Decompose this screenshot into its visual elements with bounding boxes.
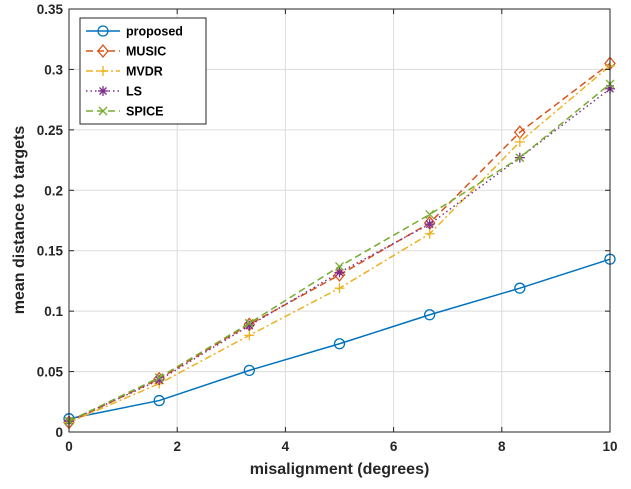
x-tick-label: 8 xyxy=(498,439,506,454)
y-tick-label: 0.35 xyxy=(37,2,64,17)
series-spice xyxy=(64,79,615,426)
y-tick-label: 0.1 xyxy=(44,304,63,319)
plot-frame xyxy=(68,8,611,433)
x-tick-label: 2 xyxy=(173,439,181,454)
legend-marker xyxy=(97,43,109,59)
x-axis-label: misalignment (degrees) xyxy=(250,461,430,478)
series-line xyxy=(68,258,611,420)
data-point xyxy=(333,338,346,350)
legend-label: LS xyxy=(126,85,142,99)
y-tick-label: 0.3 xyxy=(44,62,63,77)
x-tick-label: 0 xyxy=(65,439,73,454)
data-point xyxy=(244,330,255,341)
x-tick-label: 10 xyxy=(602,439,617,454)
legend-entry: LS xyxy=(86,85,142,99)
legend-marker xyxy=(98,86,108,96)
legend-entry: MUSIC xyxy=(86,43,166,59)
y-axis-label: mean distance to targets xyxy=(11,126,28,315)
legend-marker xyxy=(97,25,109,37)
legend-label: proposed xyxy=(126,25,183,39)
legend: proposed MUSIC MVDR LS SPICE xyxy=(79,17,207,125)
x-tick-label: 4 xyxy=(282,439,290,454)
data-point xyxy=(514,282,526,294)
data-point xyxy=(424,228,435,239)
legend-entry: proposed xyxy=(86,25,183,39)
data-point xyxy=(425,209,435,219)
data-point xyxy=(244,318,254,328)
legend-label: MVDR xyxy=(126,65,163,79)
legend-label: SPICE xyxy=(126,105,164,119)
legend-marker xyxy=(98,106,108,116)
data-point xyxy=(154,375,165,386)
data-point xyxy=(335,261,344,271)
data-point xyxy=(334,283,345,294)
data-point xyxy=(424,309,436,321)
legend-entry: SPICE xyxy=(86,105,164,119)
y-tick-label: 0 xyxy=(55,425,63,440)
legend-marker xyxy=(98,66,108,76)
y-tick-label: 0.15 xyxy=(37,244,64,259)
series-layer xyxy=(63,56,616,430)
legend-label: MUSIC xyxy=(126,45,166,59)
data-point xyxy=(153,394,165,407)
data-point xyxy=(154,373,164,383)
x-tick-label: 6 xyxy=(390,439,398,454)
data-point xyxy=(334,267,345,278)
ticks: 0 2 4 6 8 10 0 0.05 0.1 0.15 0.2 0.25 0.3 0.35 xyxy=(37,2,618,454)
series-proposed xyxy=(63,253,616,425)
y-tick-label: 0.2 xyxy=(44,183,63,198)
legend-entry: MVDR xyxy=(86,65,163,79)
data-point xyxy=(424,219,435,230)
y-tick-label: 0.05 xyxy=(37,365,64,380)
data-point xyxy=(515,153,525,163)
data-point xyxy=(243,364,255,377)
y-tick-label: 0.25 xyxy=(37,123,64,138)
data-point xyxy=(514,136,525,147)
